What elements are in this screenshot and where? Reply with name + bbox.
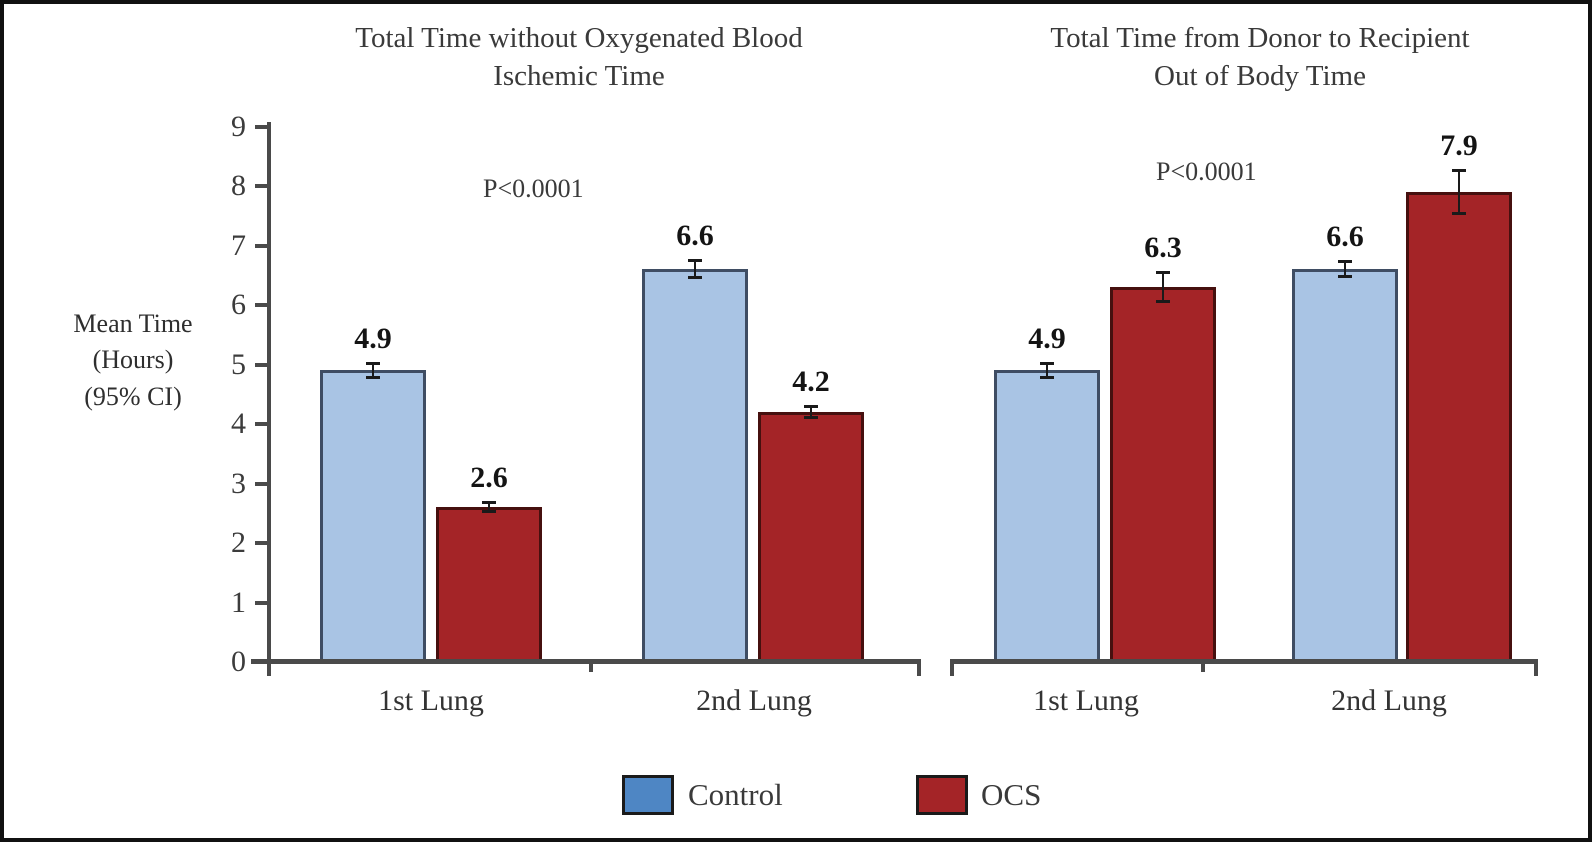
bar-value-label: 6.6 (676, 219, 714, 253)
error-bar-cap-b (804, 416, 818, 420)
y-axis-line (267, 122, 271, 676)
legend-label-ocs: OCS (981, 777, 1042, 812)
bar-control-1st-lung (320, 370, 426, 662)
bar-value-label: 2.6 (470, 461, 508, 495)
y-axis-tick (255, 184, 269, 188)
bar-ocs-1st-lung (436, 507, 542, 662)
bar-value-label: 4.9 (354, 321, 392, 355)
error-bar-vline (1162, 271, 1164, 304)
y-axis-tick-label: 6 (231, 288, 246, 321)
y-axis-tick (255, 243, 269, 248)
x-axis-left-group-divider-tick (589, 659, 593, 672)
error-bar-cap-t (1040, 361, 1054, 365)
error-bar-vline (694, 259, 696, 280)
error-bar-vline (372, 361, 374, 380)
y-axis-tick-label: 0 (231, 645, 246, 678)
panel-right-title: Total Time from Donor to Recipient Out o… (1050, 22, 1470, 92)
error-bar-cap-t (1338, 260, 1352, 264)
bar-control-1st-lung (994, 370, 1100, 662)
y-axis-tick-label: 9 (231, 109, 246, 143)
error-bar-cap-b (482, 510, 496, 514)
p-value-right: P<0.0001 (1156, 157, 1257, 186)
error-bar-cap-b (1156, 300, 1170, 304)
error-bar-cap-t (1452, 169, 1466, 173)
y-axis-tick (255, 600, 269, 605)
error-bar (1040, 361, 1054, 380)
y-axis-tick (255, 422, 269, 426)
bar-value-label: 4.2 (792, 364, 830, 398)
y-axis-tick-label: 8 (231, 169, 246, 202)
y-axis-tick-label: 7 (231, 228, 246, 262)
y-axis-tick (255, 481, 269, 486)
error-bar-vline (810, 404, 812, 420)
y-axis-tick-label: 4 (231, 407, 246, 440)
x-axis-left-panel (251, 659, 921, 664)
y-axis-tick-label: 1 (231, 585, 246, 619)
legend-label-control: Control (688, 777, 783, 812)
error-bar (1156, 271, 1170, 304)
error-bar (688, 259, 702, 280)
error-bar-cap-b (1452, 211, 1466, 215)
error-bar-cap-t (688, 259, 702, 263)
error-bar-cap-t (366, 361, 380, 365)
error-bar-cap-b (688, 276, 702, 280)
bar-ocs-2nd-lung (758, 412, 864, 662)
category-label: 2nd Lung (696, 684, 812, 717)
bar-value-label: 7.9 (1440, 129, 1478, 163)
p-value-left: P<0.0001 (483, 174, 584, 203)
error-bar-cap-t (482, 501, 496, 505)
category-label: 2nd Lung (1331, 684, 1447, 717)
category-label: 1st Lung (1033, 684, 1139, 717)
y-axis-tick-label: 3 (231, 466, 246, 500)
y-axis-tick-label: 2 (231, 526, 246, 559)
bar-value-label: 4.9 (1028, 321, 1066, 355)
bar-control-2nd-lung (1292, 269, 1398, 662)
x-axis-right-panel (950, 659, 1538, 664)
bar-ocs-1st-lung (1110, 287, 1216, 662)
x-axis-right-start-tick (950, 659, 954, 676)
x-axis-left-end-tick (917, 659, 921, 676)
error-bar (366, 361, 380, 380)
y-axis-tick (255, 303, 269, 307)
error-bar-vline (488, 501, 490, 514)
bar-ocs-2nd-lung (1406, 191, 1512, 662)
x-axis-right-group-divider-tick (1201, 659, 1205, 672)
error-bar (482, 501, 496, 514)
legend-swatch-ocs (916, 775, 968, 815)
error-bar-cap-b (1040, 376, 1054, 380)
y-axis-tick-label: 5 (231, 347, 246, 381)
error-bar-cap-b (366, 376, 380, 380)
error-bar (1452, 169, 1466, 215)
legend-swatch-control (622, 775, 674, 815)
bar-value-label: 6.3 (1144, 231, 1182, 265)
error-bar (1338, 260, 1352, 279)
x-axis-right-end-tick (1534, 659, 1538, 676)
bar-value-label: 6.6 (1326, 220, 1364, 254)
error-bar-vline (1344, 260, 1346, 279)
y-axis-tick (255, 124, 269, 129)
error-bar-vline (1458, 169, 1460, 215)
error-bar-cap-t (804, 404, 818, 408)
category-label: 1st Lung (378, 684, 484, 717)
y-axis-tick (255, 541, 269, 545)
panel-left-title: Total Time without Oxygenated Blood Isch… (355, 22, 803, 92)
error-bar-cap-b (1338, 275, 1352, 279)
y-axis-tick (255, 362, 269, 367)
error-bar-cap-t (1156, 271, 1170, 275)
error-bar (804, 404, 818, 420)
error-bar-vline (1046, 361, 1048, 380)
bar-control-2nd-lung (642, 269, 748, 662)
y-axis-label: Mean Time (Hours) (95% CI) (73, 309, 193, 411)
